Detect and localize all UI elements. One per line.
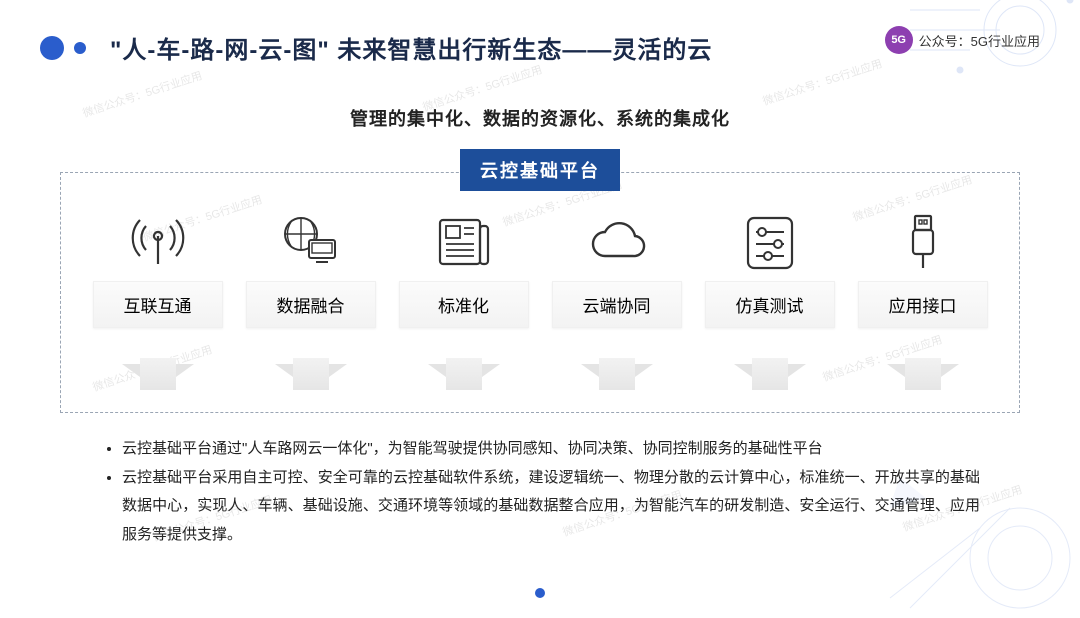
- footer-dot: [535, 588, 545, 598]
- header-dot-large: [40, 36, 64, 60]
- brand-badge-5g: 5G: [885, 26, 913, 54]
- feature-sliders: 仿真测试: [697, 209, 842, 390]
- bullet-item: 云控基础平台采用自主可控、安全可靠的云控基础软件系统，建设逻辑统一、物理分散的云…: [122, 464, 980, 550]
- feature-row: 互联互通数据融合标准化云端协同仿真测试应用接口: [71, 209, 1009, 390]
- feature-globe-pc: 数据融合: [238, 209, 383, 390]
- arrow-down-icon: [428, 364, 500, 390]
- description-bullets: 云控基础平台通过"人车路网云一体化"，为智能驾驶提供协同感知、协同决策、协同控制…: [100, 435, 980, 549]
- arrow-down-icon: [122, 364, 194, 390]
- usb-icon: [891, 209, 955, 273]
- feature-newspaper: 标准化: [391, 209, 536, 390]
- arrow-down-icon: [275, 364, 347, 390]
- arrow-down-icon: [887, 364, 959, 390]
- feature-label: 仿真测试: [705, 281, 835, 328]
- feature-antenna: 互联互通: [85, 209, 230, 390]
- platform-dashed-box: 互联互通数据融合标准化云端协同仿真测试应用接口: [60, 172, 1020, 413]
- antenna-icon: [126, 209, 190, 273]
- subtitle: 管理的集中化、数据的资源化、系统的集成化: [0, 105, 1080, 131]
- feature-label: 标准化: [399, 281, 529, 328]
- cloud-icon: [585, 209, 649, 273]
- arrow-down-icon: [734, 364, 806, 390]
- sliders-icon: [738, 209, 802, 273]
- feature-cloud: 云端协同: [544, 209, 689, 390]
- header-dot-small: [74, 42, 86, 54]
- page-title: "人-车-路-网-云-图" 未来智慧出行新生态——灵活的云: [110, 30, 712, 65]
- brand-area: 5G 公众号：5G行业应用: [885, 26, 1040, 54]
- feature-label: 应用接口: [858, 281, 988, 328]
- feature-label: 互联互通: [93, 281, 223, 328]
- feature-label: 云端协同: [552, 281, 682, 328]
- platform-label: 云控基础平台: [460, 149, 620, 191]
- platform-label-wrap: 云控基础平台: [0, 149, 1080, 191]
- bg-deco-bottom: [870, 438, 1080, 618]
- feature-label: 数据融合: [246, 281, 376, 328]
- bullet-item: 云控基础平台通过"人车路网云一体化"，为智能驾驶提供协同感知、协同决策、协同控制…: [122, 435, 980, 464]
- globe-pc-icon: [279, 209, 343, 273]
- newspaper-icon: [432, 209, 496, 273]
- header: "人-车-路-网-云-图" 未来智慧出行新生态——灵活的云 5G 公众号：5G行…: [0, 0, 1080, 75]
- brand-text: 公众号：5G行业应用: [919, 31, 1040, 50]
- arrow-down-icon: [581, 364, 653, 390]
- feature-usb: 应用接口: [850, 209, 995, 390]
